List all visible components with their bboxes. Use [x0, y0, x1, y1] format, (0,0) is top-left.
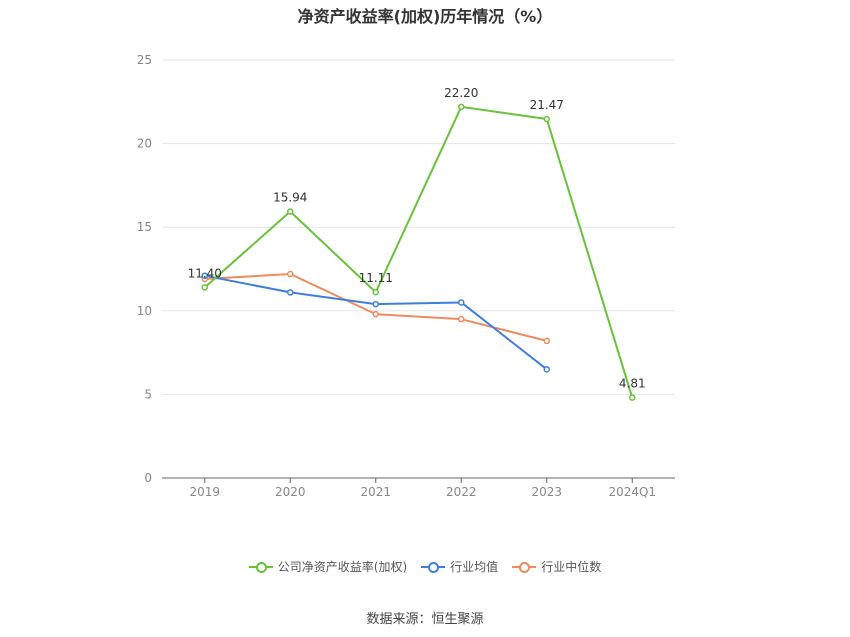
legend-item[interactable]: 行业均值 — [421, 558, 498, 575]
legend-label: 行业均值 — [450, 560, 499, 574]
data-point — [543, 337, 550, 345]
data-point — [629, 394, 636, 401]
legend-marker-icon — [512, 561, 537, 573]
x-tick-label: 2023 — [531, 485, 562, 499]
y-tick-label: 5 — [144, 387, 152, 401]
x-tick-label: 2020 — [275, 485, 306, 499]
legend-item[interactable]: 行业中位数 — [512, 558, 601, 575]
data-point — [287, 270, 294, 278]
data-point — [543, 366, 550, 373]
series-line — [204, 105, 634, 398]
chart-title: 净资产收益率(加权)历年情况（%） — [297, 7, 553, 26]
legend-item[interactable]: 公司净资产收益率(加权) — [248, 558, 408, 575]
legend-label: 公司净资产收益率(加权) — [277, 560, 408, 574]
data-point — [543, 115, 550, 123]
data-point — [372, 300, 379, 308]
data-source: 数据来源：恒生聚源 — [366, 612, 484, 627]
data-point — [201, 284, 208, 291]
data-label: 21.47 — [530, 98, 564, 112]
data-label: 11.40 — [188, 266, 222, 280]
data-point — [458, 299, 465, 306]
data-label: 15.94 — [273, 190, 307, 204]
data-label: 4.81 — [619, 377, 646, 391]
x-tick-label: 2024Q1 — [608, 485, 656, 499]
legend-marker-icon — [421, 561, 446, 573]
legend-label: 行业中位数 — [541, 560, 602, 574]
data-point — [287, 208, 294, 215]
data-point — [458, 103, 465, 111]
x-tick-label: 2022 — [446, 485, 477, 499]
y-tick-label: 15 — [137, 220, 152, 234]
legend-marker-icon — [248, 561, 273, 573]
data-point — [372, 310, 379, 318]
data-point — [287, 289, 294, 296]
x-tick-label: 2019 — [189, 485, 220, 499]
data-label: 22.20 — [444, 86, 478, 100]
data-point — [458, 315, 465, 323]
y-tick-label: 10 — [137, 304, 152, 318]
y-tick-label: 25 — [137, 53, 152, 67]
data-point — [201, 272, 208, 279]
x-tick-label: 2021 — [360, 485, 391, 499]
data-label: 11.11 — [359, 271, 393, 285]
y-tick-label: 20 — [137, 137, 152, 151]
y-tick-label: 0 — [144, 471, 152, 485]
data-point — [372, 288, 379, 296]
legend: 公司净资产收益率(加权) 行业均值 行业中位数 — [0, 558, 850, 575]
